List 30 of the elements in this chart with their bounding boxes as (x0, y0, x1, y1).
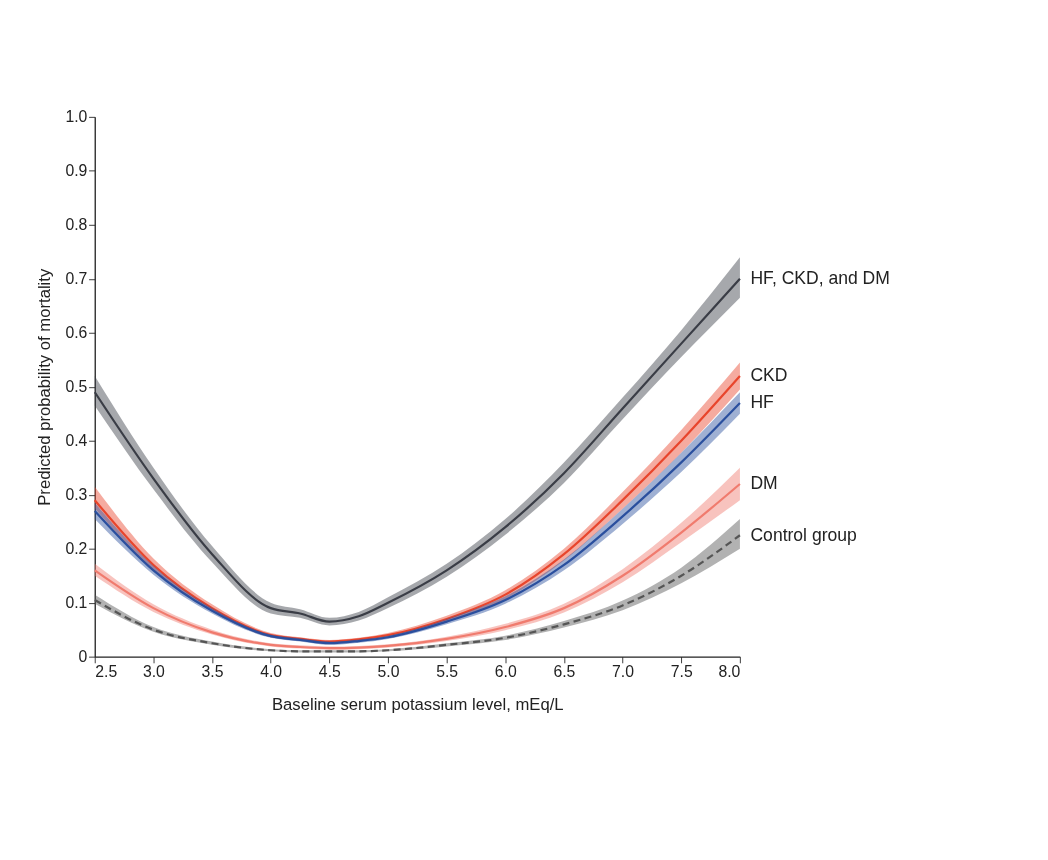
y-tick-label: 0.7 (65, 269, 88, 287)
series-label: HF, CKD, and DM (750, 268, 890, 289)
x-tick-label: 3.0 (142, 663, 166, 681)
x-tick-label: 5.5 (436, 663, 459, 681)
x-tick-label: 5.0 (377, 663, 400, 681)
series-label: DM (750, 473, 778, 494)
y-tick-label: 0.6 (65, 323, 88, 341)
series-label: CKD (750, 365, 788, 386)
y-tick-label: 0 (78, 647, 88, 665)
x-tick-label: 4.5 (318, 663, 342, 681)
y-axis-title: Predicted probability of mortality (34, 268, 54, 506)
x-tick-label: 4.0 (260, 663, 283, 681)
x-tick-label: 3.5 (201, 663, 224, 681)
series-label: Control group (750, 524, 858, 545)
x-tick-label: 8.0 (718, 663, 741, 681)
x-axis-title: Baseline serum potassium level, mEq/L (271, 694, 564, 714)
x-tick-label: 7.5 (670, 663, 693, 681)
x-tick-label: 6.5 (553, 663, 576, 681)
x-tick-label: 6.0 (494, 663, 517, 681)
y-tick-label: 0.9 (65, 161, 88, 179)
x-tick-label: 2.5 (95, 663, 118, 681)
series-label: HF (750, 392, 775, 413)
y-tick-label: 1.0 (65, 107, 88, 125)
y-tick-label: 0.3 (65, 485, 88, 503)
y-tick-label: 0.2 (65, 539, 88, 557)
y-tick-label: 0.5 (65, 377, 88, 395)
y-tick-label: 0.4 (65, 431, 88, 449)
y-tick-label: 0.8 (65, 215, 88, 233)
y-tick-label: 0.1 (65, 593, 88, 611)
x-tick-label: 7.0 (612, 663, 635, 681)
